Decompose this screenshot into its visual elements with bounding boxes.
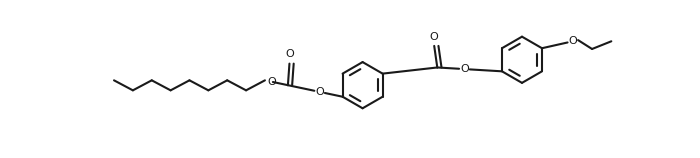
Text: O: O: [267, 77, 276, 87]
Text: O: O: [460, 64, 469, 74]
Text: O: O: [568, 36, 578, 46]
Text: O: O: [315, 87, 324, 97]
Text: O: O: [285, 49, 294, 59]
Text: O: O: [430, 32, 439, 42]
